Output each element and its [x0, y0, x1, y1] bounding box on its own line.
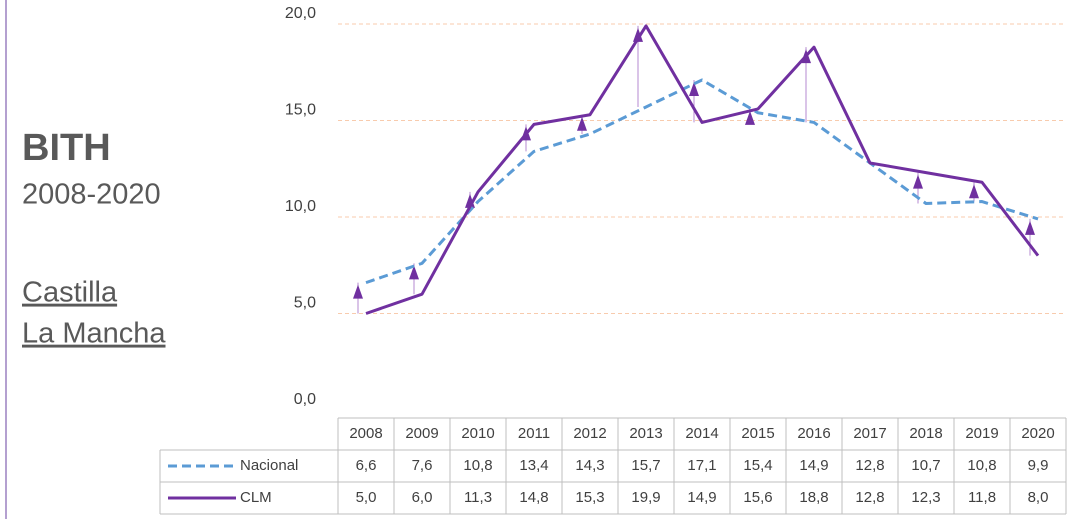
table-value: 19,9 [631, 489, 660, 506]
diff-arrow [633, 27, 643, 42]
x-tick-label: 2017 [853, 425, 886, 442]
diff-arrow [913, 174, 923, 189]
panel-region: La Mancha [22, 318, 166, 350]
table-value: 14,3 [575, 457, 604, 474]
x-tick-label: 2013 [629, 425, 662, 442]
y-tick-label: 10,0 [285, 198, 316, 215]
x-tick-label: 2010 [461, 425, 494, 442]
table-value: 6,6 [356, 457, 377, 474]
table-value: 7,6 [412, 457, 433, 474]
x-tick-label: 2012 [573, 425, 606, 442]
x-tick-label: 2008 [349, 425, 382, 442]
legend-label: Nacional [240, 457, 298, 474]
table-value: 15,6 [743, 489, 772, 506]
x-tick-label: 2018 [909, 425, 942, 442]
table-value: 17,1 [687, 457, 716, 474]
x-tick-label: 2011 [518, 425, 550, 442]
table-value: 8,0 [1028, 489, 1049, 506]
table-value: 5,0 [356, 489, 377, 506]
x-tick-label: 2014 [685, 425, 718, 442]
table-value: 10,8 [463, 457, 492, 474]
table-value: 14,9 [799, 457, 828, 474]
diff-arrow [577, 116, 587, 131]
x-tick-label: 2016 [797, 425, 830, 442]
table-value: 14,9 [687, 489, 716, 506]
panel-period: 2008-2020 [22, 179, 161, 211]
table-value: 14,8 [519, 489, 548, 506]
diff-arrow [409, 265, 419, 280]
x-tick-label: 2019 [965, 425, 998, 442]
y-tick-label: 20,0 [285, 5, 316, 22]
table-value: 11,8 [968, 489, 996, 506]
table-value: 10,8 [967, 457, 996, 474]
series-line [365, 24, 1040, 315]
series-line [365, 78, 1039, 285]
table-value: 12,8 [855, 489, 884, 506]
table-value: 15,4 [743, 457, 772, 474]
diff-arrow [745, 110, 755, 125]
legend-label: CLM [240, 489, 272, 506]
table-value: 6,0 [412, 489, 433, 506]
table-value: 18,8 [799, 489, 828, 506]
diff-arrow [969, 184, 979, 199]
table-value: 12,8 [855, 457, 884, 474]
panel-title: BITH [22, 127, 111, 169]
table-value: 15,7 [631, 457, 660, 474]
x-tick-label: 2009 [405, 425, 438, 442]
table-value: 9,9 [1028, 457, 1049, 474]
y-tick-label: 0,0 [294, 391, 316, 408]
table-value: 10,7 [911, 457, 940, 474]
table-value: 15,3 [575, 489, 604, 506]
x-tick-label: 2015 [741, 425, 774, 442]
diff-arrow [353, 284, 363, 299]
x-tick-label: 2020 [1021, 425, 1054, 442]
table-value: 13,4 [519, 457, 548, 474]
diff-arrow [689, 81, 699, 96]
panel-region: Castilla [22, 277, 118, 309]
table-value: 12,3 [911, 489, 940, 506]
table-value: 11,3 [464, 489, 492, 506]
y-tick-label: 15,0 [285, 102, 316, 119]
y-tick-label: 5,0 [294, 295, 316, 312]
diff-arrow [1025, 220, 1035, 235]
